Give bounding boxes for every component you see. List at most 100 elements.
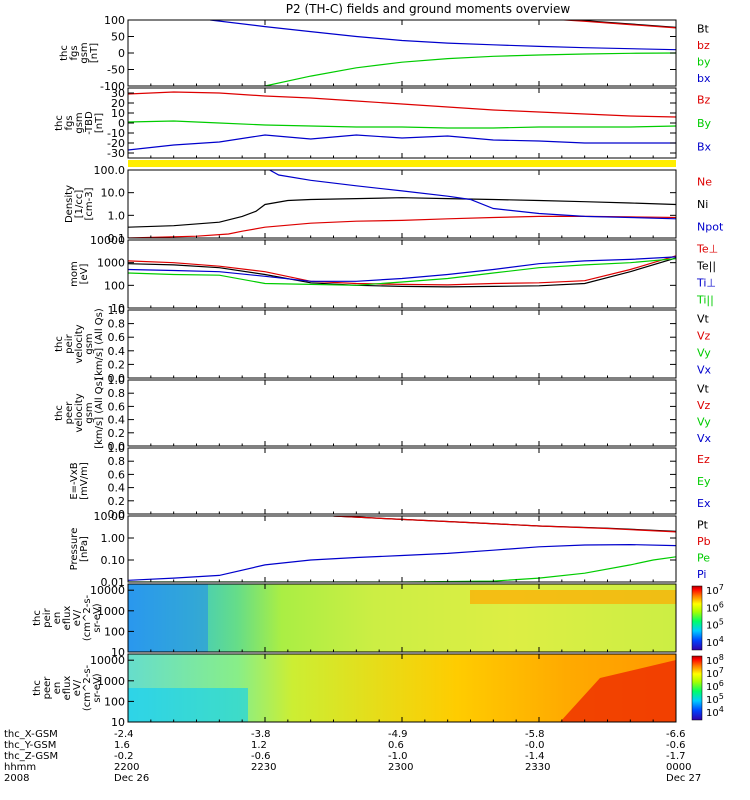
- series-temperature-Ti||: [128, 258, 676, 286]
- ytick-label-density: 10.0: [101, 187, 126, 200]
- ytick-label-fgs-gsm-detrended: -10: [107, 127, 125, 140]
- colorbar-tick-peir-en-eflux: 107: [706, 583, 724, 597]
- spectrogram-peir-en-eflux-lowband: [128, 584, 208, 652]
- ephem-value-hhmm: 2200: [114, 762, 139, 773]
- legend-temperature-Te||: Te||: [696, 260, 716, 273]
- panel-fgs-gsm: 100 50 0 -50 -100 thc fgs gsm [nT] Bt bz by bx: [59, 14, 711, 93]
- ephem-value-thc_Z-GSM: -1.4: [525, 751, 545, 762]
- series-fgs-gsm-detrended-Bz: [128, 91, 676, 118]
- ytick-label-pressure: 0.10: [101, 554, 126, 567]
- ylabel-peir-en-eflux: eV/: [72, 609, 83, 626]
- ephem-value-thc_Y-GSM: -0.6: [666, 740, 686, 751]
- panel-fgs-gsm-series: [210, 20, 676, 86]
- ephem-value-thc_Y-GSM: 1.6: [114, 740, 130, 751]
- panel-fgs-gsm-frame: [127, 19, 677, 87]
- ylabel-peer-velocity: velocity: [74, 393, 85, 432]
- ytick-label-peer-en-eflux: 10: [111, 716, 125, 729]
- series-fgs-gsm-bz: [555, 20, 676, 29]
- ylabel-peir-velocity: velocity: [74, 324, 85, 363]
- ephem-value-thc_X-GSM: -6.6: [666, 729, 686, 740]
- ylabel-pressure: Pressure: [69, 528, 80, 571]
- legend-temperature-Te⊥: Te⊥: [696, 243, 718, 256]
- panel-peir-velocity-frame: [127, 309, 677, 379]
- ytick-label-efield: 0.2: [108, 495, 126, 508]
- legend-peir-velocity-Vz: Vz: [697, 330, 711, 343]
- ylabel-fgs-gsm-detrended: [nT]: [94, 113, 105, 133]
- ylabel-peir-en-eflux: en: [52, 612, 63, 625]
- ytick-label-peir-en-eflux: 10000: [90, 584, 125, 597]
- legend-pressure-Pb: Pb: [697, 535, 711, 548]
- ylabel-peer-en-eflux: eflux: [62, 676, 73, 701]
- ytick-label-peir-velocity: 0.8: [108, 318, 126, 331]
- series-density-Npot: [269, 170, 676, 220]
- ylabel-peer-velocity: thc: [54, 405, 65, 421]
- spectrogram-peer-en-eflux-lowband: [128, 688, 248, 722]
- ytick-label-peir-velocity: 0.2: [108, 358, 126, 371]
- ephem-label-hhmm: hhmm: [4, 762, 36, 773]
- ephem-value-thc_X-GSM: -5.8: [525, 729, 545, 740]
- ephem-value-hhmm: 0000: [666, 762, 691, 773]
- ytick-label-efield: 0.0: [108, 508, 126, 521]
- series-fgs-gsm-detrended-Bx: [128, 134, 676, 151]
- ytick-label-density: 100.0: [94, 164, 126, 177]
- series-temperature-Te||: [128, 257, 676, 288]
- ephem-value-hhmm: 2300: [388, 762, 413, 773]
- ylabel-density: Density: [64, 185, 75, 223]
- ephem-label-thc_Z-GSM: thc_Z-GSM: [4, 751, 58, 762]
- ephem-value-2008: Dec 26: [114, 773, 149, 784]
- legend-temperature-Ti⊥: Ti⊥: [696, 277, 716, 290]
- ephem-value-thc_X-GSM: -4.9: [388, 729, 408, 740]
- ephem-value-thc_Z-GSM: -1.7: [666, 751, 686, 762]
- ephem-value-thc_X-GSM: -3.8: [251, 729, 271, 740]
- spectrogram-peir-en-eflux: 10000 1000 100 10 thc peir en eflux eV/(cm^2-s-s…: [32, 583, 724, 659]
- colorbar-peer-en-eflux: [691, 655, 703, 721]
- ylabel-peir-velocity: gsm: [84, 333, 95, 354]
- ytick-label-pressure: 0.01: [101, 576, 126, 589]
- ytick-label-efield: 1.0: [108, 442, 126, 455]
- colorbar-tick-peer-en-eflux: 107: [706, 666, 724, 680]
- legend-peer-velocity-Vt: Vt: [697, 382, 710, 395]
- ytick-label-fgs-gsm-detrended: 20: [111, 97, 125, 110]
- panel-efield-frame: [127, 447, 677, 515]
- ytick-label-fgs-gsm-detrended: -20: [107, 137, 125, 150]
- legend-pressure-Pt: Pt: [697, 518, 709, 531]
- ylabel-peir-en-eflux: peir: [42, 607, 53, 627]
- ylabel-peer-en-eflux: (cm^2-s-: [82, 664, 93, 711]
- ytick-label-peir-velocity: 1.0: [108, 304, 126, 317]
- colorbar-tick-peer-en-eflux: 104: [706, 705, 724, 719]
- ytick-label-fgs-gsm: 0: [118, 47, 125, 60]
- legend-pressure-Pi: Pi: [697, 568, 706, 581]
- legend-peir-velocity-Vt: Vt: [697, 313, 710, 326]
- ylabel-efield: [mV/m]: [79, 462, 90, 500]
- ephem-value-thc_Y-GSM: -0.0: [525, 740, 545, 751]
- ylabel-peir-en-eflux: eflux: [62, 606, 73, 631]
- ytick-label-peer-velocity: 0.8: [108, 387, 126, 400]
- ytick-label-fgs-gsm: 100: [104, 14, 125, 27]
- spectrogram-peer-en-eflux: 10000 1000 100 10 thc peer en eflux eV/(cm^2-s-s…: [32, 653, 724, 729]
- ylabel-fgs-gsm: [nT]: [89, 43, 100, 63]
- ytick-label-density: 0.1: [108, 232, 126, 245]
- series-density-Ni: [128, 197, 676, 228]
- series-fgs-gsm-bx: [210, 20, 676, 51]
- legend-density-Ne: Ne: [697, 175, 712, 188]
- panel-pressure-series: [128, 516, 676, 582]
- panel-density: 100.0 10.0 1.0 0.1 Density [1/cc] [cm-3] Ne Ni Np…: [64, 164, 724, 245]
- spectrogram-peer-en-eflux-hotregion: [560, 660, 676, 722]
- colorbar-tick-peir-en-eflux: 104: [706, 635, 724, 649]
- ylabel-temperature: [eV]: [79, 264, 90, 285]
- spectrogram-peir-en-eflux-highband: [470, 590, 676, 604]
- legend-fgs-gsm-Bt: Bt: [697, 22, 710, 35]
- legend-temperature-Ti||: Ti||: [696, 294, 714, 307]
- ephem-value-hhmm: 2330: [525, 762, 550, 773]
- ylabel-peer-en-eflux: sr-eV): [92, 673, 103, 702]
- ytick-label-peir-en-eflux: 100: [104, 625, 125, 638]
- panel-peer-velocity-frame: [127, 379, 677, 447]
- ylabel-fgs-gsm: thc: [59, 45, 70, 61]
- panel-temperature-frame: [127, 239, 677, 309]
- figure-title: P2 (TH-C) fields and ground moments over…: [286, 2, 571, 16]
- ytick-label-temperature: 1000: [97, 257, 125, 270]
